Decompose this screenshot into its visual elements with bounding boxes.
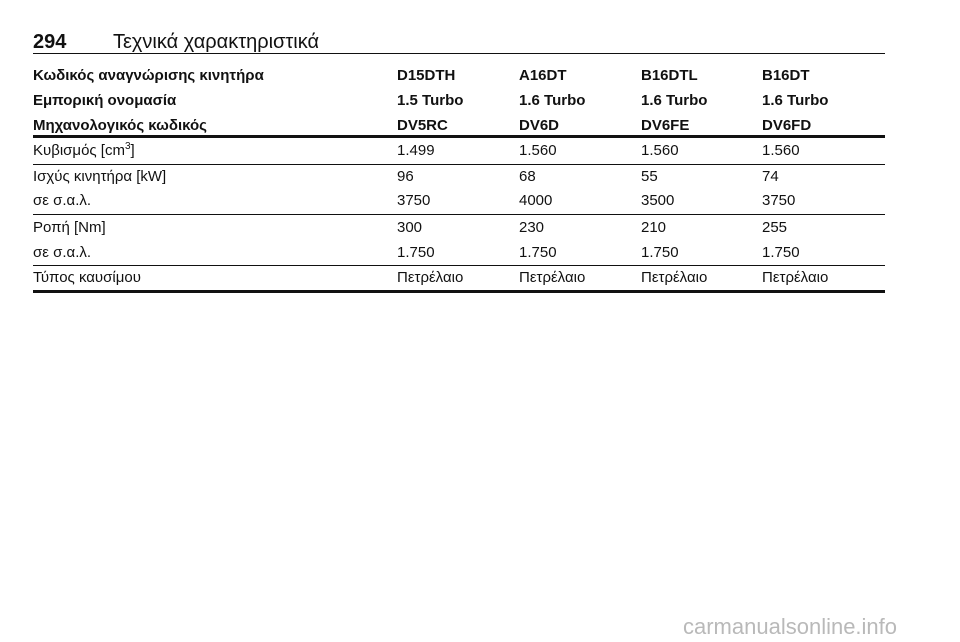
page-title: Τεχνικά χαρακτηριστικά <box>113 31 320 53</box>
row-label: σε σ.α.λ. <box>33 244 91 262</box>
cell: 210 <box>641 219 667 236</box>
cell: 1.750 <box>641 244 679 261</box>
cell: 1.560 <box>762 142 800 159</box>
cell: 1.499 <box>397 142 435 159</box>
table-end-rule <box>33 290 885 293</box>
row-label: Ροπή [Nm] <box>33 219 106 237</box>
label-text: Κυβισμός [cm <box>33 142 125 159</box>
cell: 96 <box>397 168 414 185</box>
header-cell: D15DTH <box>397 67 456 84</box>
cell: Πετρέλαιο <box>519 269 586 286</box>
cell: 3750 <box>762 192 796 209</box>
cell: Πετρέλαιο <box>641 269 708 286</box>
header-cell: 1.6 Turbo <box>762 92 829 109</box>
header-cell: 1.6 Turbo <box>519 92 586 109</box>
header-cell: 1.6 Turbo <box>641 92 708 109</box>
row-rule <box>33 214 885 215</box>
header-cell: B16DTL <box>641 67 698 84</box>
cell: 3750 <box>397 192 431 209</box>
label-text: ] <box>130 142 135 159</box>
label-text: Ροπή [Nm] <box>33 219 106 236</box>
cell: 1.750 <box>762 244 800 261</box>
label-text: Ισχύς κινητήρα [kW] <box>33 168 167 185</box>
row-label: σε σ.α.λ. <box>33 192 91 210</box>
header-label: Κωδικός αναγνώρισης κινητήρα <box>33 67 264 84</box>
cell: 1.750 <box>519 244 557 261</box>
row-label: Κυβισμός [cm3] <box>33 142 135 160</box>
header-cell: DV5RC <box>397 117 448 134</box>
cell: 255 <box>762 219 788 236</box>
cell: 74 <box>762 168 779 185</box>
label-text: σε σ.α.λ. <box>33 192 92 209</box>
cell: 55 <box>641 168 658 185</box>
row-label: Ισχύς κινητήρα [kW] <box>33 168 166 186</box>
cell: 4000 <box>519 192 553 209</box>
header-cell: DV6FE <box>641 117 690 134</box>
row-label: Τύπος καυσίμου <box>33 269 141 287</box>
row-rule <box>33 265 885 266</box>
cell: Πετρέλαιο <box>397 269 464 286</box>
label-text: Τύπος καυσίμου <box>33 269 141 286</box>
label-text: σε σ.α.λ. <box>33 244 92 261</box>
cell: 230 <box>519 219 545 236</box>
cell: 1.560 <box>519 142 557 159</box>
cell: 1.750 <box>397 244 435 261</box>
table-head-rule <box>33 135 885 138</box>
header-label: Μηχανολογικός κωδικός <box>33 117 207 134</box>
cell: 3500 <box>641 192 675 209</box>
header-cell: DV6FD <box>762 117 812 134</box>
cell: 68 <box>519 168 536 185</box>
label-superscript: 3 <box>124 141 131 152</box>
cell: 300 <box>397 219 423 236</box>
cell: Πετρέλαιο <box>762 269 829 286</box>
header-cell: 1.5 Turbo <box>397 92 464 109</box>
header-cell: A16DT <box>519 67 567 84</box>
header-label: Εμπορική ονομασία <box>33 92 177 109</box>
row-rule <box>33 164 885 165</box>
page-number: 294 <box>33 31 67 53</box>
watermark: carmanualsonline.info <box>683 614 898 639</box>
header-rule <box>33 53 885 54</box>
header-cell: B16DT <box>762 67 810 84</box>
cell: 1.560 <box>641 142 679 159</box>
header-cell: DV6D <box>519 117 560 134</box>
